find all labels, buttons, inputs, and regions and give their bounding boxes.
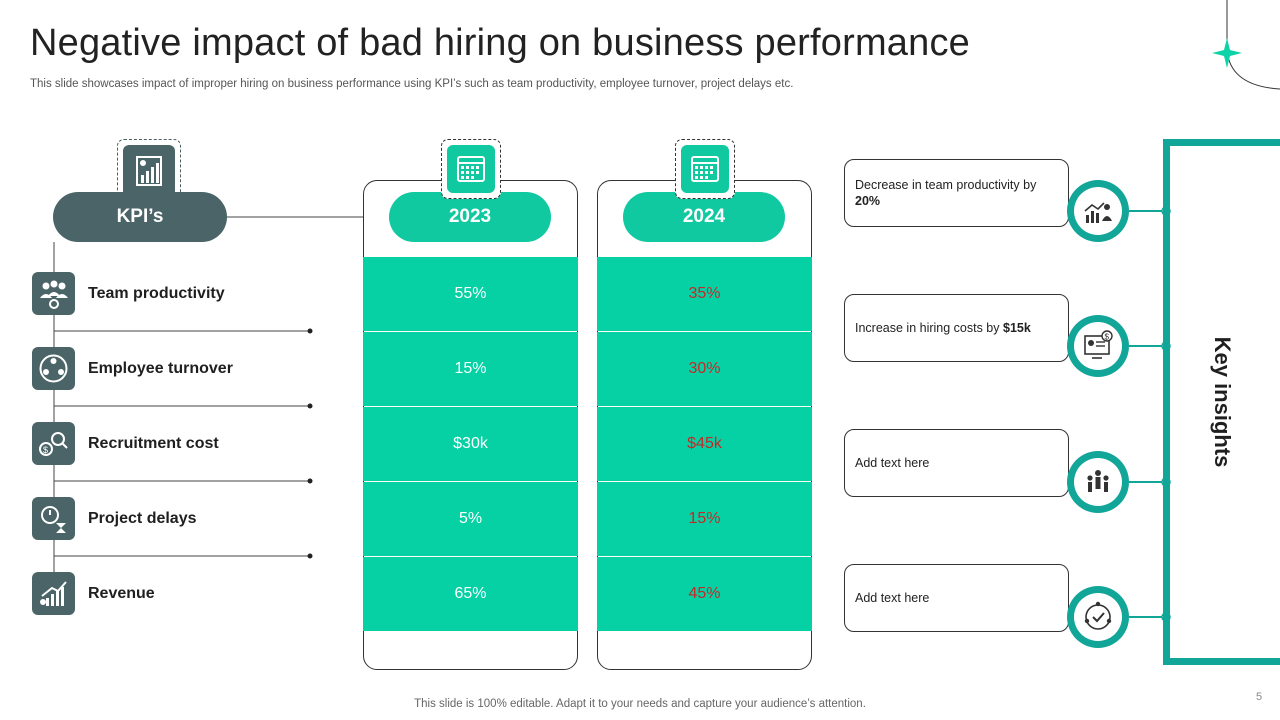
svg-text:$: $ [1105, 333, 1110, 342]
value-2024-team-productivity: 35% [597, 257, 812, 331]
value-2023-project-delays: 5% [363, 482, 578, 556]
calendar-badge-2023 [441, 139, 501, 199]
svg-text:$: $ [43, 445, 48, 455]
page-subtitle: This slide showcases impact of improper … [30, 78, 794, 90]
key-insights-label: Key insights [1210, 336, 1235, 468]
chart-person-icon [1067, 180, 1129, 242]
insight-box-1: Decrease in team productivity by 20% [844, 159, 1069, 227]
calendar-badge-2024 [675, 139, 735, 199]
insight-bold: 20% [855, 194, 881, 208]
revenue-chart-icon [32, 572, 75, 615]
value-2024-recruitment-cost: $45k [597, 407, 812, 481]
page-number: 5 [1256, 691, 1263, 703]
resume-dollar-icon: $ [1067, 315, 1129, 377]
insight-box-3: Add text here [844, 429, 1069, 497]
kpi-label-project-delays: Project delays [88, 510, 197, 527]
kpi-label-employee-turnover: Employee turnover [88, 360, 233, 377]
key-insights-frame [1163, 139, 1280, 665]
value-2023-employee-turnover: 15% [363, 332, 578, 406]
insight-bold: $15k [1003, 321, 1031, 335]
footer-note: This slide is 100% editable. Adapt it to… [414, 698, 866, 710]
calendar-icon [457, 156, 485, 182]
people-cycle-icon [32, 347, 75, 390]
check-people-icon [1067, 586, 1129, 648]
team-group-icon [1067, 451, 1129, 513]
dollar-search-icon: $ [32, 422, 75, 465]
value-2023-recruitment-cost: $30k [363, 407, 578, 481]
insight-box-4: Add text here [844, 564, 1069, 632]
insight-text: Decrease in team productivity by [855, 178, 1037, 192]
sparkle-decoration-icon [1212, 0, 1280, 90]
value-2024-project-delays: 15% [597, 482, 812, 556]
value-2023-team-productivity: 55% [363, 257, 578, 331]
insight-text: Add text here [855, 456, 930, 470]
insight-box-2: Increase in hiring costs by $15k [844, 294, 1069, 362]
bar-chart-icon [136, 156, 162, 186]
year-header-2023: 2023 [389, 192, 551, 242]
kpi-label-team-productivity: Team productivity [88, 285, 225, 302]
kpi-label-recruitment-cost: Recruitment cost [88, 435, 219, 452]
year-header-2024: 2024 [623, 192, 785, 242]
insight-text: Add text here [855, 591, 930, 605]
value-2024-employee-turnover: 30% [597, 332, 812, 406]
kpi-header-pill: KPI’s [53, 192, 227, 242]
insight-text: Increase in hiring costs by [855, 321, 1003, 335]
clock-hourglass-icon [32, 497, 75, 540]
team-gear-icon [32, 272, 75, 315]
page-title: Negative impact of bad hiring on busines… [30, 22, 971, 64]
value-2024-revenue: 45% [597, 557, 812, 631]
kpi-label-revenue: Revenue [88, 585, 155, 602]
kpi-header-badge [117, 139, 181, 203]
value-2023-revenue: 65% [363, 557, 578, 631]
calendar-icon [691, 156, 719, 182]
